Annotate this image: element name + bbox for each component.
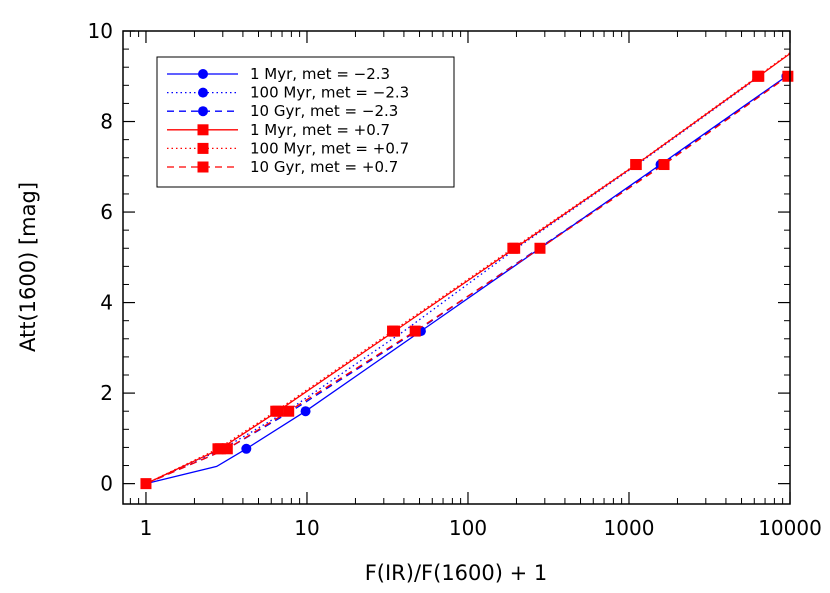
- series-point-6: [782, 70, 794, 82]
- y-axis-title: Att(1600) [mag]: [16, 182, 40, 352]
- legend-label-1: 1 Myr, met = −2.3: [250, 65, 390, 83]
- series-point-5: [752, 70, 764, 82]
- x-tick-label: 1000: [604, 516, 655, 540]
- plot-frame: [122, 30, 791, 505]
- x-tick-label: 10: [294, 516, 319, 540]
- series-point-6: [221, 443, 233, 455]
- series-point-5: [212, 443, 224, 455]
- y-tick-label: 0: [100, 472, 113, 496]
- legend-label-4: 1 Myr, met = +0.7: [250, 121, 390, 139]
- axis-layer: 1 10 100 1000 10000 0 2 4 6 8 10: [88, 19, 822, 540]
- legend-label-3: 10 Gyr, met = −2.3: [250, 102, 398, 120]
- legend-marker-1: [198, 69, 208, 79]
- x-tick-label: 10000: [758, 516, 822, 540]
- x-tick-label: 1: [140, 516, 153, 540]
- series-point-5: [507, 242, 519, 254]
- series-point-1: [241, 443, 252, 454]
- legend-label-2: 100 Myr, met = −2.3: [250, 84, 409, 102]
- y-tick-label: 6: [100, 200, 113, 224]
- legend-marker-2: [198, 87, 208, 98]
- series-point-6: [534, 242, 546, 254]
- legend-label-5: 100 Myr, met = +0.7: [250, 139, 409, 157]
- legend-marker-5: [197, 142, 209, 154]
- y-tick-label: 8: [100, 110, 113, 134]
- y-tick-label: 2: [100, 381, 113, 405]
- series-layer: [140, 52, 794, 490]
- series-point-4: [140, 478, 152, 490]
- series-line-5: [145, 52, 791, 485]
- series-point-5: [270, 405, 282, 417]
- x-tick-label: 100: [449, 516, 487, 540]
- series-point-5: [630, 159, 642, 171]
- y-tick-label: 10: [88, 19, 113, 43]
- legend-marker-6: [197, 161, 209, 173]
- legend-marker-4: [197, 124, 209, 136]
- series-point-1: [300, 406, 311, 417]
- x-axis-title: F(IR)/F(1600) + 1: [365, 561, 548, 585]
- series-point-6: [658, 159, 670, 171]
- series-point-6: [283, 405, 295, 417]
- legend-marker-3: [198, 106, 208, 117]
- series-point-6: [409, 325, 421, 337]
- legend-label-6: 10 Gyr, met = +0.7: [250, 158, 398, 176]
- series-point-5: [387, 325, 399, 337]
- y-tick-label: 4: [100, 291, 113, 315]
- series-line-6: [145, 73, 791, 485]
